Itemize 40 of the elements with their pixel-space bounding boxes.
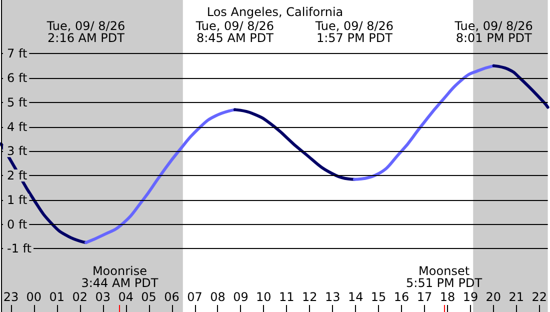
x-tick-label: 13 [324, 290, 340, 304]
y-tick-label: 4 ft [7, 120, 28, 134]
y-tick-label: 3 ft [7, 144, 28, 158]
x-tick-label: 22 [532, 290, 548, 304]
x-tick-label: 04 [118, 290, 134, 304]
x2-tick-label: Tue, 09/ 8/26 1:57 PM PDT [314, 19, 394, 45]
y-tick-label: 0 ft [7, 217, 28, 232]
x-tick-label: 18 [440, 290, 456, 304]
y-tick-label: 7 ft [7, 46, 28, 61]
x2-tick-label: Tue, 09/ 8/26 8:01 PM PDT [454, 19, 533, 45]
y-tick-label: -1 ft [7, 242, 32, 256]
x-tick-label: 06 [164, 290, 180, 304]
y-tick-label: 2 ft [7, 168, 28, 182]
y-tick-label: 5 ft [7, 95, 28, 110]
ref-line-label: Moonset 5:51 PM PDT [406, 264, 483, 290]
x-tick-label: 08 [210, 290, 226, 304]
y-tick-label: 6 ft [7, 71, 28, 85]
x-tick-label: 09 [233, 290, 248, 304]
x2-tick-label: Tue, 09/ 8/26 2:16 AM PDT [46, 19, 126, 45]
x-tick-label: 05 [141, 290, 156, 304]
x-tick-label: 02 [72, 290, 88, 304]
x-tick-label: 19 [462, 290, 478, 304]
x-tick-label: 23 [3, 290, 19, 304]
x-tick-label: 03 [95, 290, 110, 304]
x-tick-label: 00 [26, 290, 42, 304]
x-tick-label: 21 [508, 290, 524, 304]
x-tick-label: 12 [302, 290, 318, 304]
x-tick-label: 11 [279, 290, 294, 304]
x-tick-label: 10 [256, 290, 272, 304]
x-tick-label: 16 [394, 290, 410, 304]
x-tick-label: 01 [49, 290, 65, 304]
x-tick-label: 20 [486, 290, 502, 304]
ref-line-label: Moonrise 3:44 AM PDT [81, 264, 159, 290]
x-tick-label: 17 [416, 290, 432, 304]
x2-tick-label: Tue, 09/ 8/26 8:45 AM PDT [194, 19, 274, 45]
x-tick-label: 07 [187, 290, 202, 304]
x-tick-label: 14 [348, 290, 364, 304]
x-tick-label: 15 [370, 290, 386, 304]
chart-title: Los Angeles, California [206, 5, 344, 19]
y-tick-label: 1 ft [7, 192, 28, 207]
